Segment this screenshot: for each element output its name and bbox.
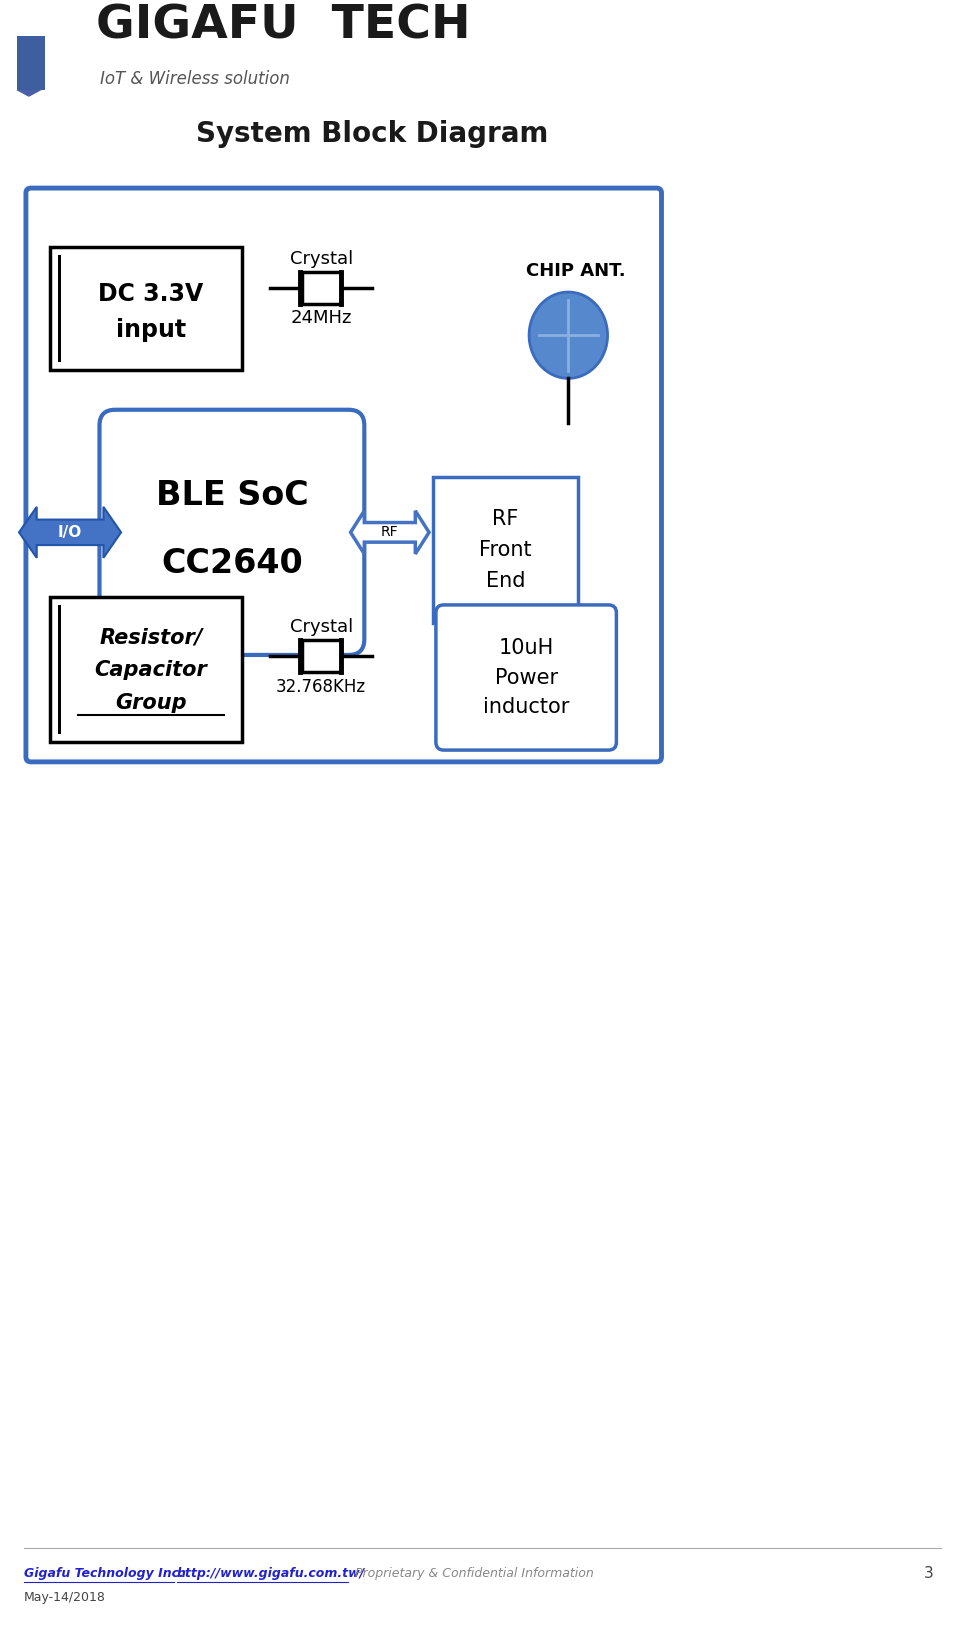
Text: Resistor/: Resistor/ <box>99 627 203 648</box>
Bar <box>301 273 341 304</box>
Text: 32.768KHz: 32.768KHz <box>276 678 366 697</box>
Bar <box>17 36 86 63</box>
Text: 10uH: 10uH <box>499 639 554 658</box>
Text: End: End <box>485 572 525 592</box>
Text: 3: 3 <box>924 1566 933 1581</box>
Text: Capacitor: Capacitor <box>95 660 207 679</box>
FancyBboxPatch shape <box>26 188 661 762</box>
Text: Group: Group <box>115 692 187 713</box>
Polygon shape <box>16 89 41 98</box>
Polygon shape <box>350 510 429 554</box>
Bar <box>58 255 61 362</box>
Text: RF: RF <box>381 525 399 540</box>
Text: RF: RF <box>492 509 519 528</box>
Text: DC 3.3V: DC 3.3V <box>98 281 204 306</box>
Ellipse shape <box>529 292 608 379</box>
Text: input: input <box>116 318 186 343</box>
Bar <box>50 247 241 369</box>
Polygon shape <box>19 507 121 557</box>
Text: Power: Power <box>495 668 558 687</box>
Text: IoT & Wireless solution: IoT & Wireless solution <box>100 70 290 88</box>
Text: System Block Diagram: System Block Diagram <box>196 120 548 148</box>
Bar <box>17 36 44 89</box>
Text: Proprietary & Confidential Information: Proprietary & Confidential Information <box>350 1568 593 1581</box>
Text: CC2640: CC2640 <box>161 548 303 580</box>
Bar <box>17 36 86 89</box>
Bar <box>433 478 578 622</box>
Text: I/O: I/O <box>58 525 82 540</box>
Text: Crystal: Crystal <box>290 250 353 268</box>
Text: Crystal: Crystal <box>290 618 353 635</box>
Text: 24MHz: 24MHz <box>290 309 352 327</box>
Bar <box>50 596 241 743</box>
Text: BLE SoC: BLE SoC <box>155 479 308 512</box>
Bar <box>44 63 86 89</box>
Text: http://www.gigafu.com.tw/: http://www.gigafu.com.tw/ <box>177 1568 365 1581</box>
Text: CHIP ANT.: CHIP ANT. <box>526 263 626 281</box>
FancyBboxPatch shape <box>436 604 617 751</box>
Text: May-14/2018: May-14/2018 <box>24 1591 106 1604</box>
Bar <box>58 604 61 734</box>
Text: Gigafu Technology Inc.: Gigafu Technology Inc. <box>24 1568 183 1581</box>
Text: inductor: inductor <box>482 697 569 717</box>
Text: GIGAFU  TECH: GIGAFU TECH <box>96 3 470 49</box>
FancyBboxPatch shape <box>99 410 365 655</box>
Bar <box>301 640 341 671</box>
Bar <box>44 36 86 63</box>
Text: Front: Front <box>480 540 532 561</box>
